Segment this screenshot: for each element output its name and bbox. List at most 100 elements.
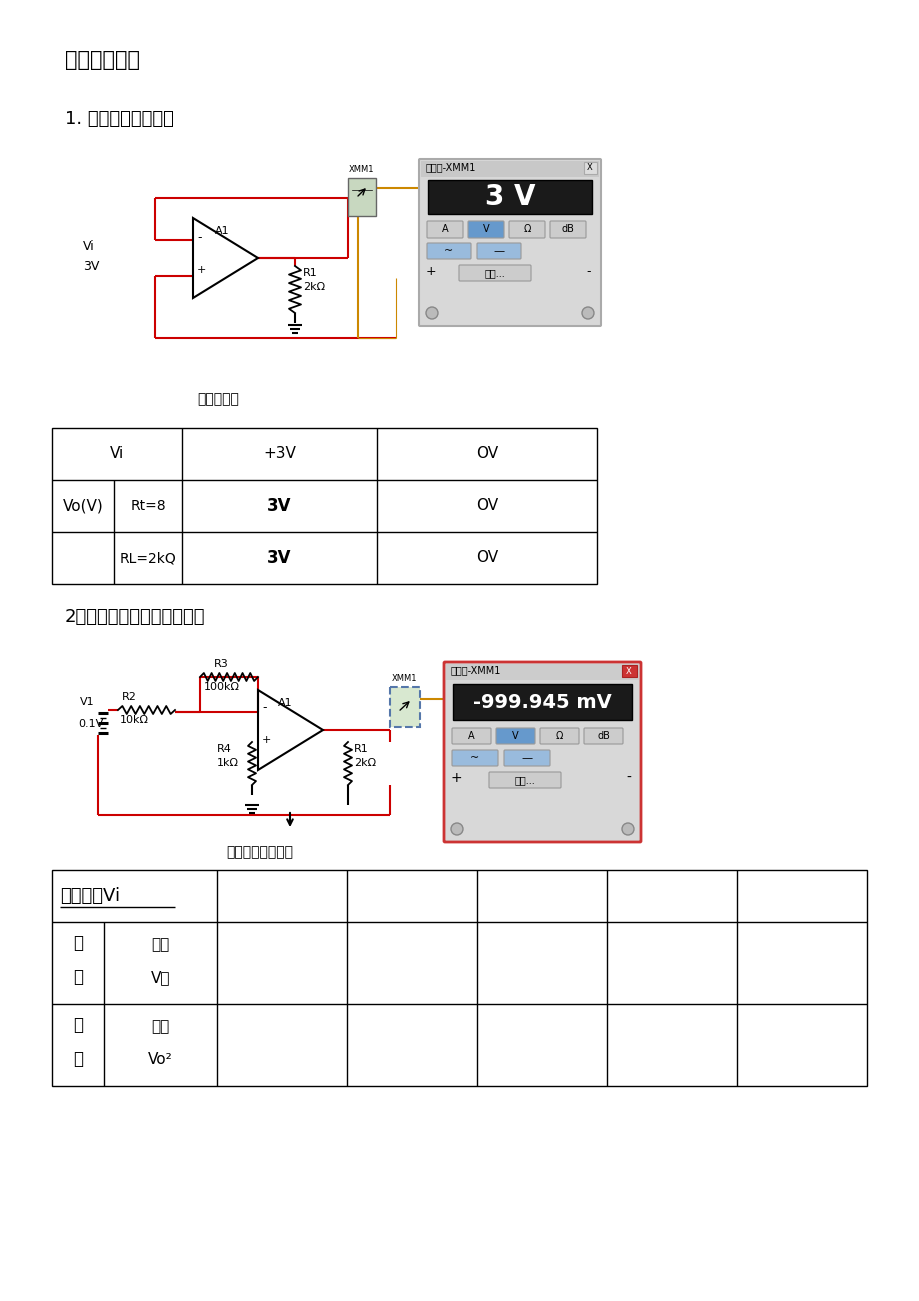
Bar — [347, 178, 376, 216]
FancyBboxPatch shape — [504, 749, 550, 766]
Text: A: A — [468, 731, 474, 742]
Bar — [427, 180, 591, 213]
Text: Vi: Vi — [83, 239, 95, 252]
Bar — [452, 684, 631, 719]
Circle shape — [450, 824, 462, 835]
Text: Ω: Ω — [523, 225, 530, 234]
Text: 3V: 3V — [267, 497, 291, 515]
Text: Vo(V): Vo(V) — [62, 498, 103, 514]
Text: 输: 输 — [73, 934, 83, 952]
Text: OV: OV — [475, 498, 497, 514]
Text: Vi: Vi — [109, 446, 124, 462]
Text: A1: A1 — [278, 699, 292, 708]
Text: V。: V。 — [151, 971, 170, 985]
Text: 1kΩ: 1kΩ — [217, 758, 239, 768]
Bar — [584, 163, 596, 174]
Text: 反相输入放大电路: 反相输入放大电路 — [226, 846, 293, 859]
FancyBboxPatch shape — [495, 729, 535, 744]
Text: V: V — [482, 225, 489, 234]
FancyBboxPatch shape — [459, 265, 530, 281]
Text: RL=2kQ: RL=2kQ — [119, 552, 176, 565]
Text: 五、实验仿真: 五、实验仿真 — [65, 49, 140, 70]
Text: XMM1: XMM1 — [349, 165, 374, 174]
Text: 1. 电压跟随器原理图: 1. 电压跟随器原理图 — [65, 111, 174, 127]
Text: +: + — [425, 265, 437, 278]
Text: 100kΩ: 100kΩ — [204, 682, 240, 692]
FancyBboxPatch shape — [444, 662, 641, 842]
Bar — [446, 664, 639, 680]
Text: Ω: Ω — [555, 731, 562, 742]
FancyBboxPatch shape — [468, 221, 504, 238]
Text: 输入电压Vi: 输入电压Vi — [60, 887, 120, 905]
Text: +: + — [262, 735, 271, 745]
Text: 电压跟随器: 电压跟随器 — [197, 392, 239, 406]
Text: 设置...: 设置... — [514, 775, 535, 785]
Text: X: X — [626, 666, 631, 675]
Text: OV: OV — [475, 446, 497, 462]
Circle shape — [582, 307, 594, 319]
Text: Vo²: Vo² — [148, 1053, 173, 1067]
Text: -: - — [625, 771, 630, 785]
Text: dB: dB — [596, 731, 609, 742]
FancyBboxPatch shape — [418, 159, 600, 327]
Text: 设置...: 设置... — [484, 268, 505, 278]
Bar — [421, 161, 598, 177]
Circle shape — [425, 307, 437, 319]
Text: ~: ~ — [470, 753, 479, 762]
Text: XMM1: XMM1 — [391, 674, 417, 683]
Text: ~: ~ — [444, 246, 453, 256]
Text: -999.945 mV: -999.945 mV — [472, 692, 611, 712]
FancyBboxPatch shape — [426, 243, 471, 259]
Text: OV: OV — [475, 550, 497, 566]
Text: A: A — [441, 225, 448, 234]
Text: 算得: 算得 — [152, 1019, 169, 1034]
Text: +: + — [450, 771, 462, 785]
Text: 出: 出 — [73, 968, 83, 986]
Text: 3V: 3V — [267, 549, 291, 567]
Text: R3: R3 — [214, 660, 229, 669]
Text: 万用表-XMM1: 万用表-XMM1 — [425, 163, 476, 172]
Text: V1: V1 — [80, 697, 95, 706]
Bar — [52, 870, 866, 1086]
Text: -: - — [585, 265, 590, 278]
FancyBboxPatch shape — [584, 729, 622, 744]
FancyBboxPatch shape — [508, 221, 544, 238]
Text: 0.1V: 0.1V — [78, 719, 103, 729]
Text: 2kΩ: 2kΩ — [354, 758, 376, 768]
Text: R1: R1 — [302, 268, 317, 278]
Text: 3V: 3V — [83, 259, 99, 272]
FancyBboxPatch shape — [550, 221, 585, 238]
Text: dB: dB — [561, 225, 573, 234]
Bar — [390, 687, 420, 727]
Text: R4: R4 — [217, 744, 232, 755]
Text: —: — — [493, 246, 504, 256]
Text: 测得: 测得 — [152, 937, 169, 952]
FancyBboxPatch shape — [426, 221, 462, 238]
Text: 电: 电 — [73, 1016, 83, 1034]
Text: -: - — [197, 232, 201, 245]
Text: -: - — [262, 701, 267, 714]
Text: Rt=8: Rt=8 — [130, 500, 165, 513]
Bar — [621, 665, 636, 677]
Text: V: V — [512, 731, 518, 742]
Text: R2: R2 — [122, 692, 137, 703]
FancyBboxPatch shape — [539, 729, 578, 744]
Text: 2、反相输入放大电路原理图: 2、反相输入放大电路原理图 — [65, 608, 205, 626]
Text: 10kΩ: 10kΩ — [119, 716, 149, 725]
FancyBboxPatch shape — [476, 243, 520, 259]
Text: +3V: +3V — [263, 446, 296, 462]
Text: X: X — [586, 164, 592, 173]
Text: 2kΩ: 2kΩ — [302, 282, 324, 291]
Text: A1: A1 — [215, 226, 230, 235]
Text: R1: R1 — [354, 744, 369, 755]
Text: 万用表-XMM1: 万用表-XMM1 — [450, 665, 501, 675]
Bar — [52, 428, 596, 584]
Text: +: + — [197, 265, 206, 275]
FancyBboxPatch shape — [451, 749, 497, 766]
Text: —: — — [521, 753, 532, 762]
FancyBboxPatch shape — [451, 729, 491, 744]
FancyBboxPatch shape — [489, 771, 561, 788]
Text: 3 V: 3 V — [484, 183, 535, 211]
Text: 压: 压 — [73, 1050, 83, 1068]
Circle shape — [621, 824, 633, 835]
